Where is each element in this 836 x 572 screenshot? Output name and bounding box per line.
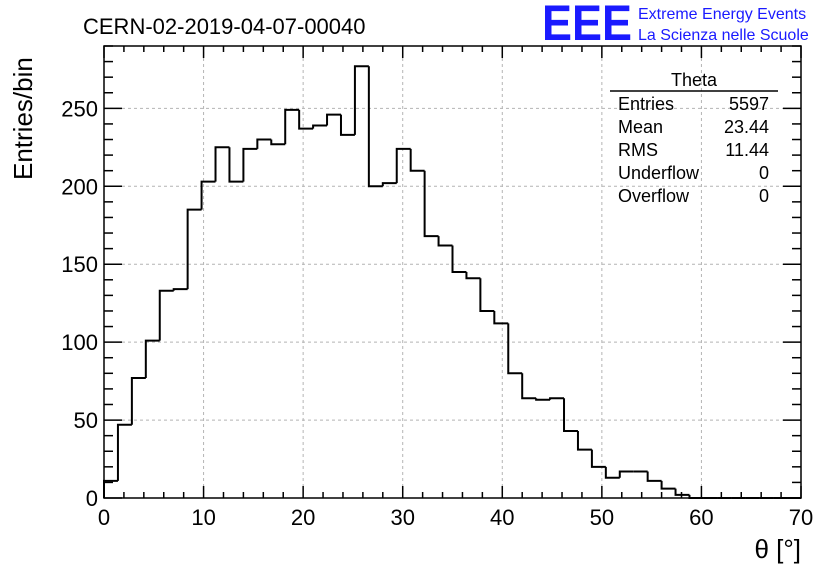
stats-label-overflow: Overflow — [618, 186, 690, 206]
histogram-bin — [590, 449, 606, 468]
histogram-bin — [339, 114, 355, 136]
histogram-bin — [298, 109, 314, 130]
eee-logo: EEE — [542, 0, 632, 51]
stats-value-underflow: 0 — [759, 163, 769, 183]
x-tick-label: 30 — [390, 505, 414, 530]
brand-line-1: Extreme Energy Events — [638, 6, 806, 23]
histogram-bin — [437, 236, 453, 247]
x-tick-label: 40 — [490, 505, 514, 530]
histogram-bin — [200, 180, 216, 210]
histogram-bin — [646, 471, 662, 482]
stats-value-entries: 5597 — [729, 94, 769, 114]
histogram-bin — [395, 147, 411, 184]
y-tick-label: 200 — [61, 174, 98, 199]
stats-label-mean: Mean — [618, 117, 663, 137]
histogram-layer — [103, 65, 801, 499]
histogram-bin — [576, 430, 592, 451]
histogram-bin — [103, 479, 118, 498]
stats-value-rms: 11.44 — [725, 140, 769, 160]
stats-title: Theta — [671, 70, 718, 90]
stats-label-rms: RMS — [618, 140, 658, 160]
x-tick-label: 10 — [191, 505, 215, 530]
y-tick-label: 0 — [86, 486, 98, 511]
x-tick-label: 70 — [789, 505, 813, 530]
histogram-bin — [409, 148, 425, 172]
histogram-bin — [381, 182, 397, 187]
histogram-bin — [479, 278, 495, 312]
histogram-bin — [507, 323, 523, 375]
brand-line-2: La Scienza nelle Scuole — [638, 27, 809, 44]
x-tick-label: 20 — [291, 505, 315, 530]
chart-title: CERN-02-2019-04-07-00040 — [83, 14, 366, 39]
histogram-bin — [228, 147, 244, 183]
histogram-bin — [284, 108, 300, 145]
histogram-bin — [312, 124, 328, 129]
histogram-bin — [451, 245, 467, 273]
stats-value-overflow: 0 — [759, 186, 769, 206]
y-tick-label: 100 — [61, 330, 98, 355]
axis-tick-labels: 0 10 20 30 40 50 60 70 0 50 100 150 200 250 — [61, 96, 813, 530]
histogram-bin — [674, 488, 690, 496]
histogram-bin — [158, 289, 174, 341]
histogram-bin — [326, 113, 341, 126]
y-tick-label: 150 — [61, 252, 98, 277]
histogram-bin — [660, 480, 676, 490]
histogram-bin — [242, 147, 258, 182]
histogram-bin — [130, 376, 146, 425]
x-tick-label: 50 — [590, 505, 614, 530]
stats-value-mean: 23.44 — [724, 117, 769, 137]
histogram-bin — [493, 310, 509, 325]
histogram-bin — [270, 139, 286, 146]
histogram-bin — [116, 423, 132, 481]
stats-label-underflow: Underflow — [618, 163, 700, 183]
histogram-bin — [353, 65, 369, 135]
histogram-bin — [465, 272, 481, 280]
histogram-bin — [423, 170, 439, 238]
stats-box: Theta Entries 5597 Mean 23.44 RMS 11.44 … — [610, 70, 778, 206]
histogram-bin — [367, 66, 383, 188]
histogram-bin — [214, 146, 230, 182]
histogram-bin — [604, 466, 620, 479]
y-axis-title: Entries/bin — [8, 57, 38, 180]
y-tick-label: 250 — [61, 96, 98, 121]
histogram-bin — [256, 138, 272, 149]
histogram-bin — [549, 397, 565, 400]
stats-label-entries: Entries — [618, 94, 674, 114]
axis-ticks — [103, 45, 802, 499]
x-axis-title: θ [°] — [754, 534, 801, 564]
y-tick-label: 50 — [74, 408, 98, 433]
histogram-bin — [563, 398, 578, 432]
histogram-bin — [535, 398, 551, 401]
histogram-bin — [618, 470, 634, 478]
x-tick-label: 60 — [689, 505, 713, 530]
histogram-bin — [144, 339, 160, 378]
plot-frame — [103, 45, 802, 499]
histogram-bin — [521, 373, 537, 400]
x-tick-label: 0 — [98, 505, 110, 530]
histogram-bin — [172, 288, 188, 291]
histogram-bin — [186, 208, 202, 290]
